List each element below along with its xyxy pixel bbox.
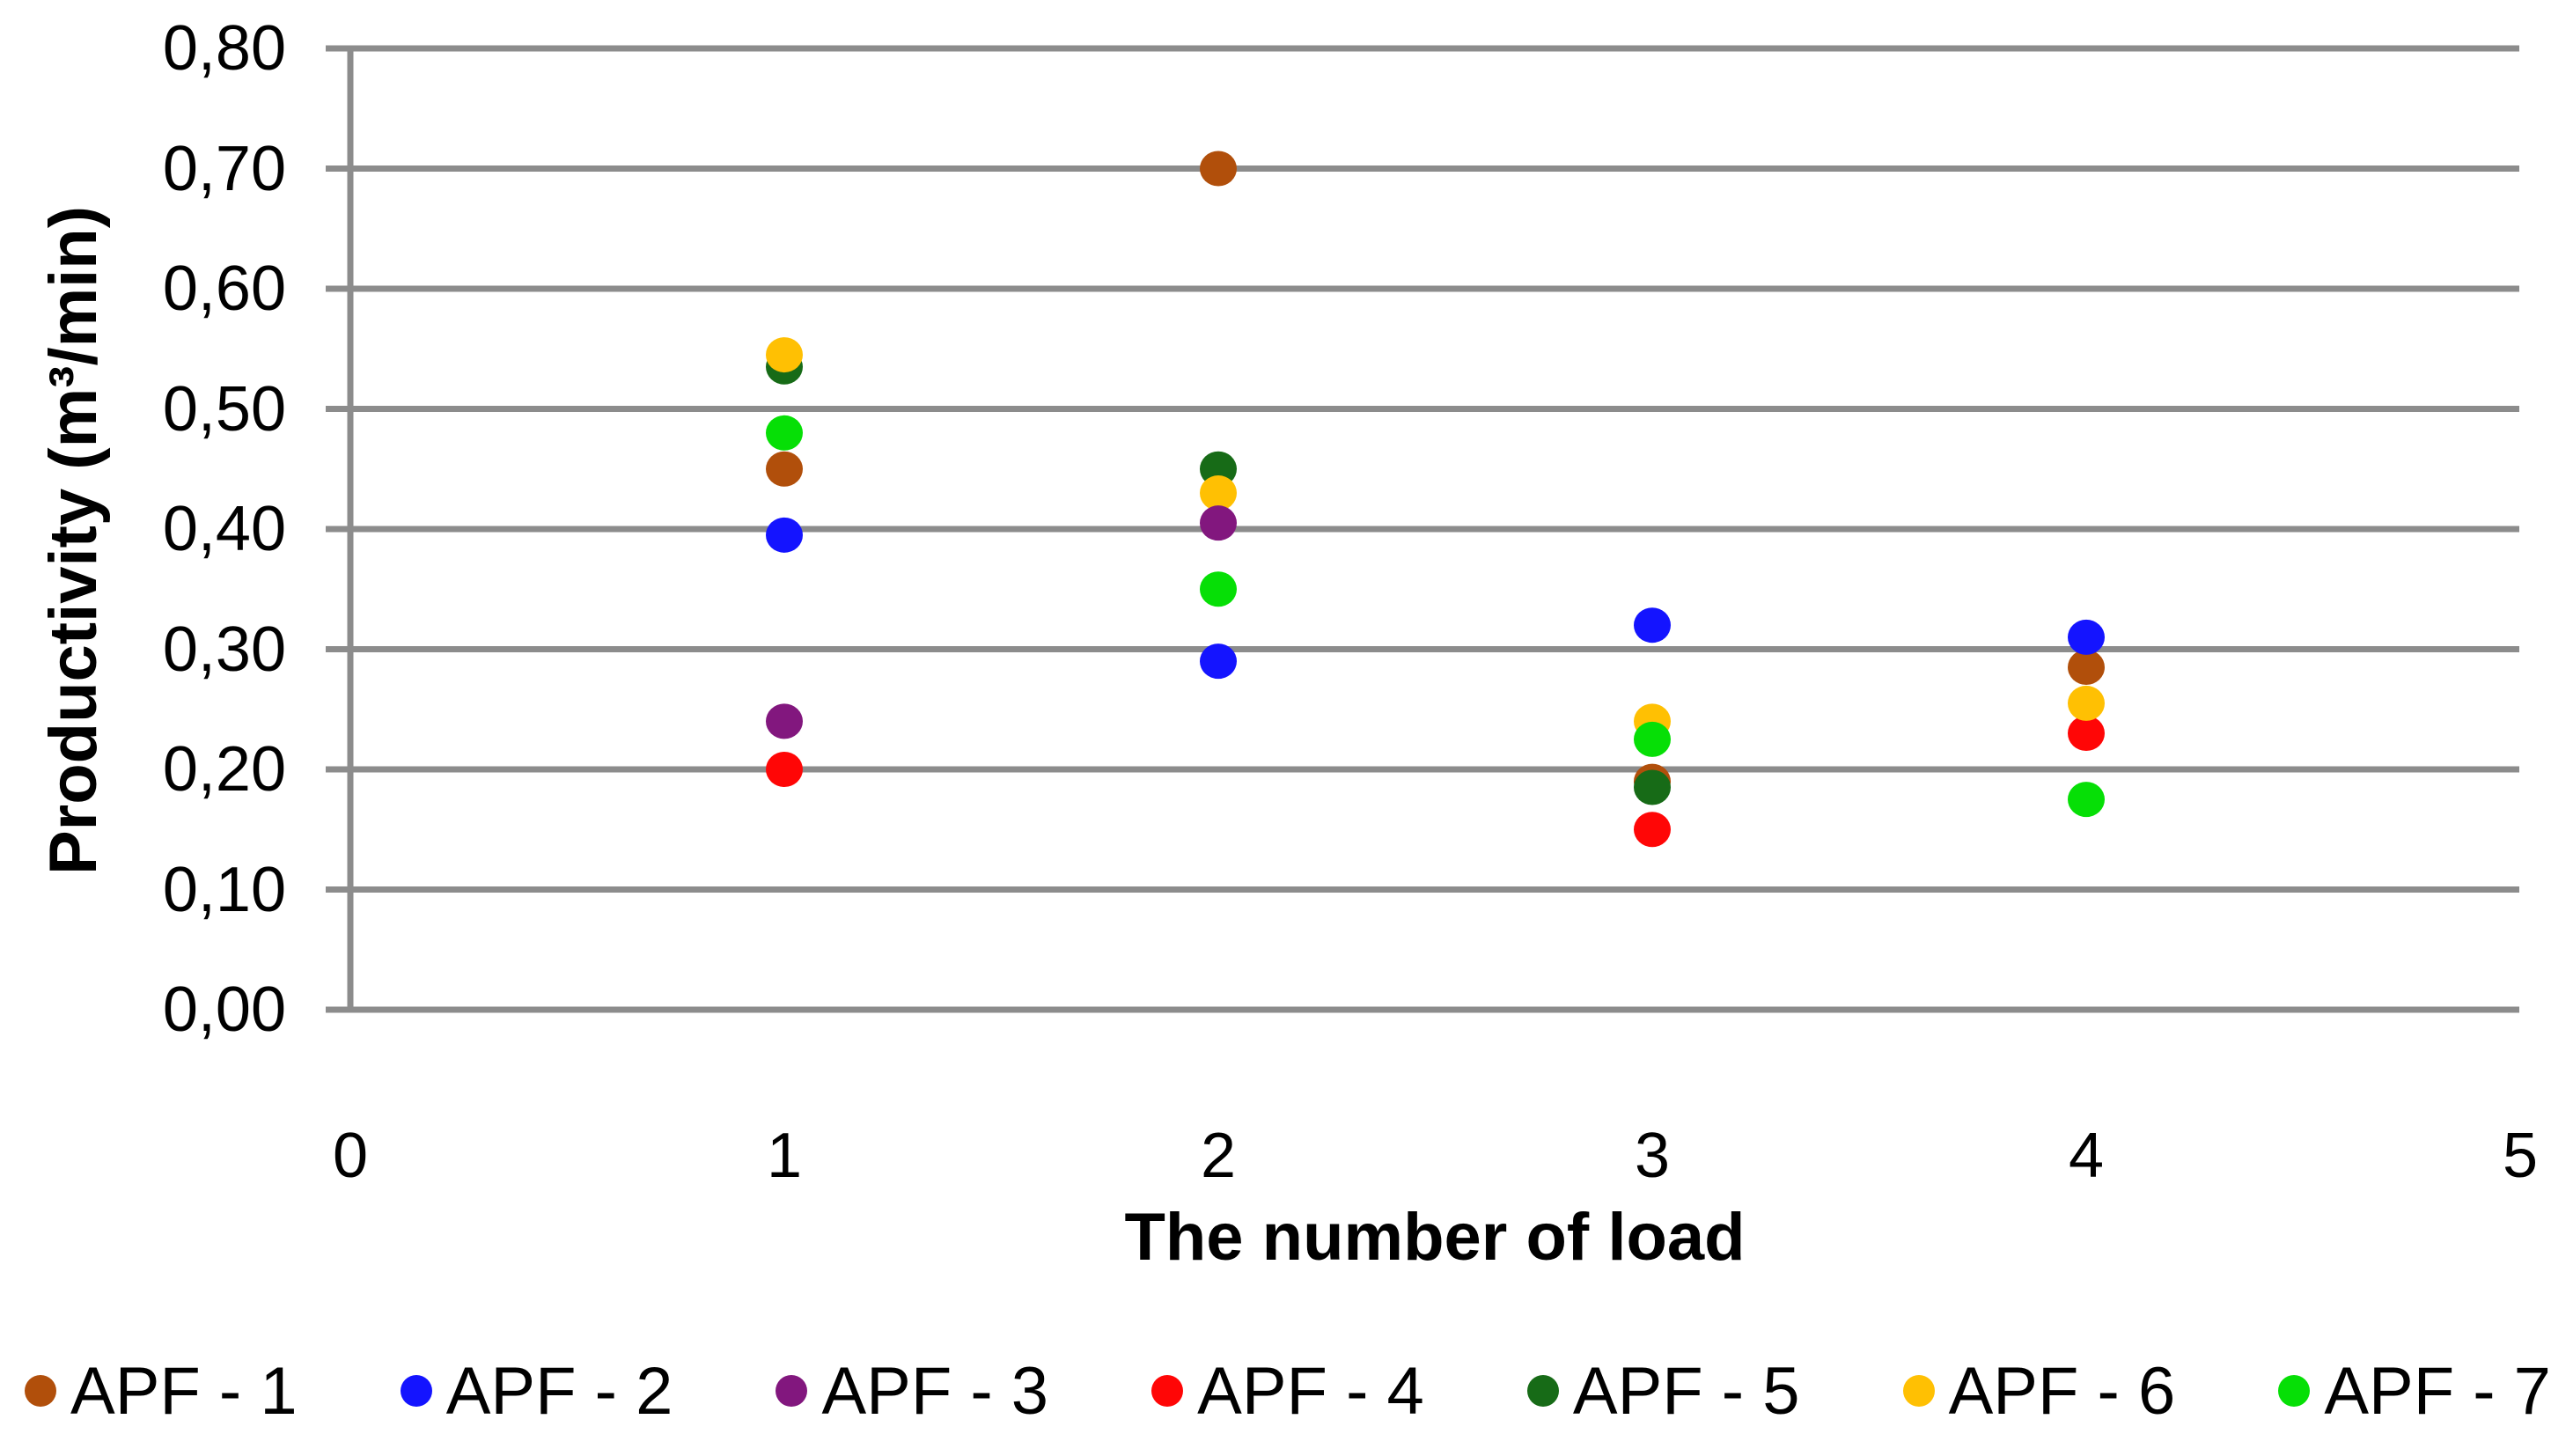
y-tick-label: 0,70 (162, 133, 286, 204)
data-point-apf-2 (766, 517, 803, 553)
y-tick-label: 0,40 (162, 494, 286, 564)
legend-label: APF - 3 (821, 1353, 1049, 1429)
legend-label: APF - 1 (70, 1353, 298, 1429)
legend-label: APF - 7 (2324, 1353, 2551, 1429)
data-point-apf-2 (1200, 643, 1237, 680)
legend-marker-icon (1151, 1375, 1184, 1407)
legend-item-apf-7: APF - 7 (2278, 1353, 2551, 1430)
legend-label: APF - 6 (1948, 1353, 2176, 1429)
x-tick-label: 4 (2068, 1121, 2105, 1191)
x-tick-label: 0 (332, 1121, 369, 1191)
x-tick-label: 5 (2502, 1121, 2539, 1191)
data-point-apf-3 (1200, 505, 1237, 541)
legend-marker-icon (1526, 1375, 1559, 1407)
data-point-apf-4 (2068, 716, 2105, 752)
legend-item-apf-3: APF - 3 (776, 1353, 1048, 1430)
x-axis-title: The number of load (1124, 1200, 1746, 1275)
data-point-apf-7 (766, 415, 803, 451)
data-point-apf-1 (766, 451, 803, 487)
data-point-apf-1 (2068, 649, 2105, 685)
legend-label: APF - 2 (445, 1353, 673, 1429)
x-tick-label: 2 (1200, 1121, 1237, 1191)
legend-item-apf-2: APF - 2 (400, 1353, 673, 1430)
y-tick-label: 0,30 (162, 614, 286, 685)
y-tick-label: 0,60 (162, 254, 286, 324)
y-tick-label: 0,50 (162, 373, 286, 445)
data-point-apf-4 (1634, 812, 1671, 848)
data-point-apf-2 (2068, 619, 2105, 655)
legend-item-apf-5: APF - 5 (1526, 1353, 1800, 1430)
x-tick-label: 3 (1634, 1121, 1671, 1191)
legend-marker-icon (776, 1375, 808, 1407)
data-point-apf-4 (766, 752, 803, 787)
legend-item-apf-4: APF - 4 (1151, 1353, 1424, 1430)
x-tick-label: 1 (766, 1121, 803, 1191)
legend-marker-icon (1902, 1375, 1935, 1407)
legend-item-apf-6: APF - 6 (1902, 1353, 2176, 1430)
y-tick-label: 0,20 (162, 734, 286, 805)
y-tick-label: 0,00 (162, 974, 286, 1045)
data-point-apf-6 (2068, 685, 2105, 721)
data-point-apf-3 (766, 703, 803, 739)
legend-marker-icon (2278, 1375, 2311, 1407)
legend-marker-icon (25, 1375, 56, 1407)
legend-label: APF - 5 (1572, 1353, 1800, 1429)
legend: APF - 1 APF - 2 APF - 3 APF - 4 APF - 5 APF -… (25, 1345, 2551, 1437)
legend-label: APF - 4 (1197, 1353, 1424, 1429)
y-tick-label: 0,10 (162, 854, 286, 925)
legend-marker-icon (400, 1375, 432, 1407)
legend-item-apf-1: APF - 1 (25, 1353, 298, 1430)
data-point-apf-7 (1634, 721, 1671, 757)
data-point-apf-7 (2068, 782, 2105, 818)
y-tick-label: 0,80 (162, 13, 286, 84)
data-point-apf-2 (1634, 607, 1671, 643)
data-point-apf-1 (1200, 151, 1237, 187)
data-point-apf-7 (1200, 571, 1237, 607)
data-point-apf-6 (766, 337, 803, 373)
data-point-apf-6 (1200, 475, 1237, 511)
data-point-apf-5 (1634, 769, 1671, 805)
